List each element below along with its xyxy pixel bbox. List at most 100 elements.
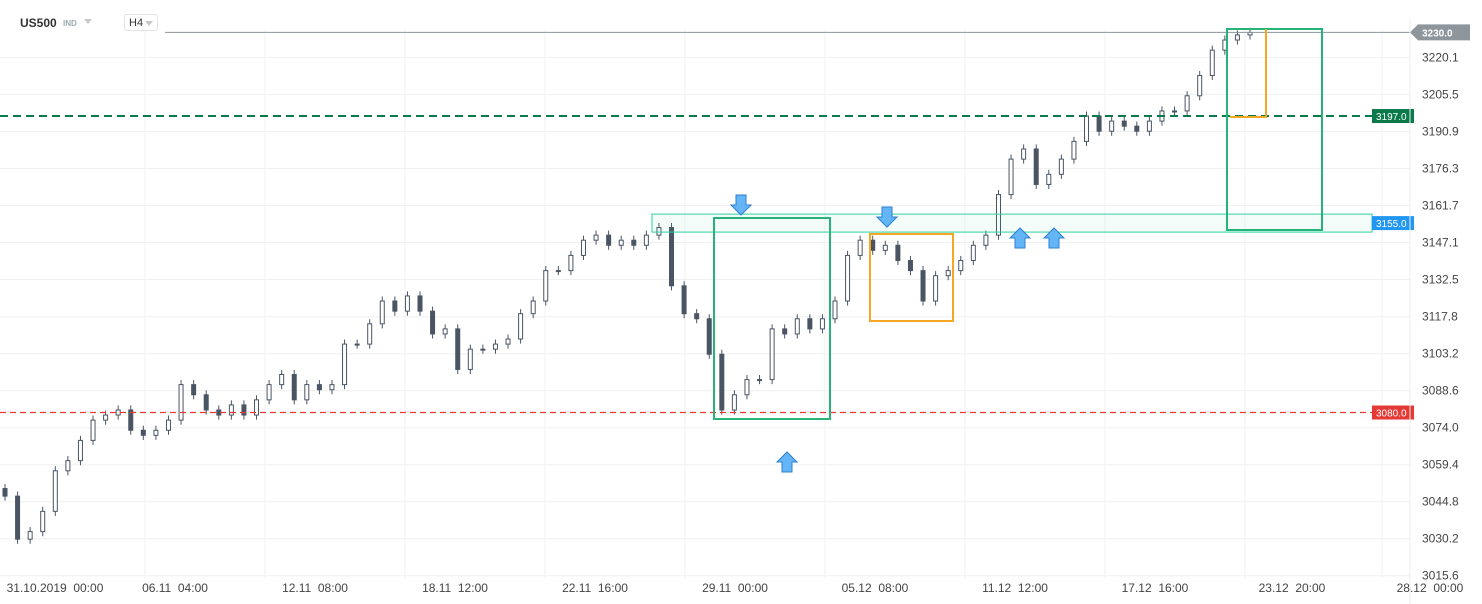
candle-body [203, 394, 209, 411]
candle-body [618, 239, 624, 246]
symbol-label[interactable]: US500 [20, 16, 57, 30]
y-tick-label: 3059.4 [1422, 458, 1459, 472]
x-tick-label: 29.11 00:00 [702, 581, 768, 595]
candle-body [254, 399, 260, 416]
candle-body [266, 384, 272, 401]
current-price-value: 3230.0 [1422, 28, 1453, 39]
candle-body [580, 239, 586, 256]
candle-body [2, 488, 8, 497]
candle-body [1058, 158, 1064, 175]
candle-body [1033, 148, 1039, 185]
instrument-type: IND [63, 19, 77, 28]
candle-body [656, 227, 662, 236]
candle-body [920, 270, 926, 302]
candle-body [165, 419, 171, 431]
candle-body [1071, 140, 1077, 160]
candle-body [228, 404, 234, 416]
candle-body [744, 379, 750, 396]
candle-body [354, 343, 360, 346]
zone-tag-label: 3155.0 [1376, 219, 1407, 230]
candle-body [1096, 115, 1102, 132]
candle-body [895, 244, 901, 261]
candle-body [694, 313, 700, 320]
candle-body [593, 234, 599, 241]
candle-body [1109, 120, 1115, 132]
candle-body [870, 239, 876, 251]
y-tick-label: 3044.8 [1422, 495, 1459, 509]
candle-body [291, 374, 297, 401]
candle-body [819, 318, 825, 330]
arrow-up-icon [775, 451, 799, 473]
x-tick-label: 17.12 16:00 [1122, 581, 1189, 595]
x-tick-label: 06.11 04:00 [142, 581, 208, 595]
candle-body [807, 318, 813, 330]
candle-body [706, 318, 712, 355]
candle-body [631, 239, 637, 246]
candle-body [782, 328, 788, 335]
candle-body [417, 295, 423, 312]
y-tick-label: 3176.3 [1422, 161, 1459, 175]
candle-body [65, 460, 71, 472]
candle-body [404, 295, 410, 312]
candle-body [794, 318, 800, 335]
candle-body [279, 374, 285, 386]
candle-body [518, 313, 524, 340]
y-tick-label: 3030.2 [1422, 532, 1459, 546]
candle-body [681, 285, 687, 315]
y-tick-label: 3015.6 [1422, 569, 1459, 583]
level-tag [1372, 109, 1414, 124]
candle-body [367, 323, 373, 345]
y-tick-label: 3190.9 [1422, 124, 1459, 138]
candle-body [392, 300, 398, 312]
candle-body [505, 338, 511, 345]
candle-body [958, 259, 964, 272]
x-tick-label: 22.11 16:00 [562, 581, 628, 595]
candle-body [455, 328, 461, 370]
pattern-box [713, 217, 831, 420]
chevron-down-icon[interactable] [145, 21, 153, 26]
candle-body [669, 227, 675, 287]
candle-body [1234, 34, 1240, 41]
candle-body [970, 244, 976, 261]
candle-body [40, 510, 46, 533]
candle-body [430, 310, 436, 335]
arrow-up-icon [1042, 227, 1066, 249]
candle-body [555, 270, 561, 273]
axes: 3220.1 3205.5 3190.9 3176.3 3161.7 3147.1 3132… [7, 18, 1464, 604]
candle-body [15, 495, 21, 540]
x-tick-label: 18.11 12:00 [422, 581, 488, 595]
y-tick-label: 3103.2 [1422, 347, 1459, 361]
y-tick-label: 3074.0 [1422, 421, 1459, 435]
arrow-down-icon [729, 194, 753, 216]
candle-body [995, 194, 1001, 236]
arrow-up-icon [1008, 227, 1032, 249]
level-tag-label: 3080.0 [1376, 409, 1407, 420]
candle-body [719, 353, 725, 411]
candle-body [1046, 173, 1052, 185]
candle-body [882, 244, 888, 251]
candle-body [1008, 158, 1014, 196]
candle-body [1146, 120, 1152, 132]
x-tick-label: 12.11 08:00 [282, 581, 348, 595]
x-tick-label: 23.12 20:00 [1259, 581, 1326, 595]
candle-body [845, 254, 851, 302]
y-tick-label: 3117.8 [1422, 310, 1458, 324]
candle-body [27, 531, 33, 540]
symbol-dropdown-icon[interactable] [84, 19, 92, 24]
timeframe-select[interactable]: H4 [124, 14, 158, 31]
candle-body [241, 404, 247, 416]
candle-body [140, 429, 146, 436]
candle-body [1121, 120, 1127, 127]
candle-body [933, 275, 939, 302]
y-tick-label: 3088.6 [1422, 384, 1459, 398]
candles [2, 27, 1253, 544]
candle-body [731, 394, 737, 411]
candle-body [304, 384, 310, 401]
x-tick-label: 11.12 12:00 [982, 581, 1048, 595]
candle-body [643, 234, 649, 246]
target-box-orange [1230, 29, 1267, 118]
candle-body [606, 234, 612, 246]
candle-body [379, 300, 385, 325]
zone-tag [1372, 216, 1414, 231]
